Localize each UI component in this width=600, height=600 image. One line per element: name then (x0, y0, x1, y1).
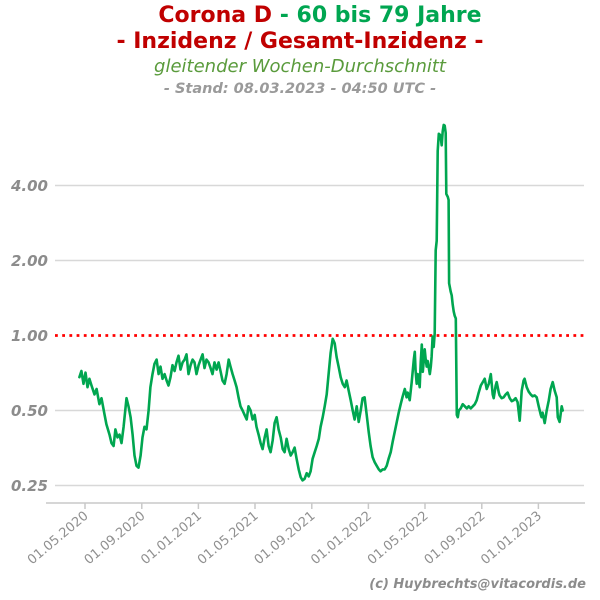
y-tick-label: 1.00 (11, 327, 48, 345)
chart-subtitle: gleitender Wochen-Durchschnitt (154, 56, 446, 77)
axis-labels: 0.25 0.50 1.00 2.00 4.00 01.05.202001.09.2020… (10, 177, 545, 568)
data-series (78, 123, 565, 482)
as-of-timestamp: - Stand: 08.03.2023 - 04:50 UTC - (163, 81, 437, 97)
x-tick-label: 01.09.2022 (422, 509, 489, 568)
page-title: Corona D - 60 bis 79 Jahre (20, 3, 600, 29)
y-tick-label: 0.25 (11, 477, 48, 495)
x-tick-label: 01.01.2021 (138, 509, 205, 568)
chart-header: Corona D - 60 bis 79 Jahre - Inzidenz / … (0, 0, 600, 98)
x-tick-label: 01.09.2021 (252, 509, 319, 568)
title-green-part: - 60 bis 79 Jahre (279, 3, 482, 28)
x-tick-label: 01.05.2022 (365, 509, 432, 568)
x-tick-label: 01.09.2020 (82, 509, 149, 568)
data-line (78, 123, 565, 482)
y-tick-label: 0.50 (11, 402, 48, 420)
x-tick-label: 01.01.2022 (308, 509, 375, 568)
title-red-part: Corona D (158, 3, 280, 28)
y-tick-label: 4.00 (10, 177, 48, 195)
x-tick-label: 01.05.2020 (25, 509, 92, 568)
x-tick-label: 01.01.2023 (478, 509, 545, 568)
x-axis (46, 502, 585, 509)
grid-lines (55, 184, 584, 487)
y-tick-label: 2.00 (11, 252, 48, 270)
x-tick-label: 01.05.2021 (195, 509, 262, 568)
credit-text: (c) Huybrechts@vitacordis.de (369, 577, 586, 592)
page-title-line2: - Inzidenz / Gesamt-Inzidenz - (116, 29, 484, 54)
